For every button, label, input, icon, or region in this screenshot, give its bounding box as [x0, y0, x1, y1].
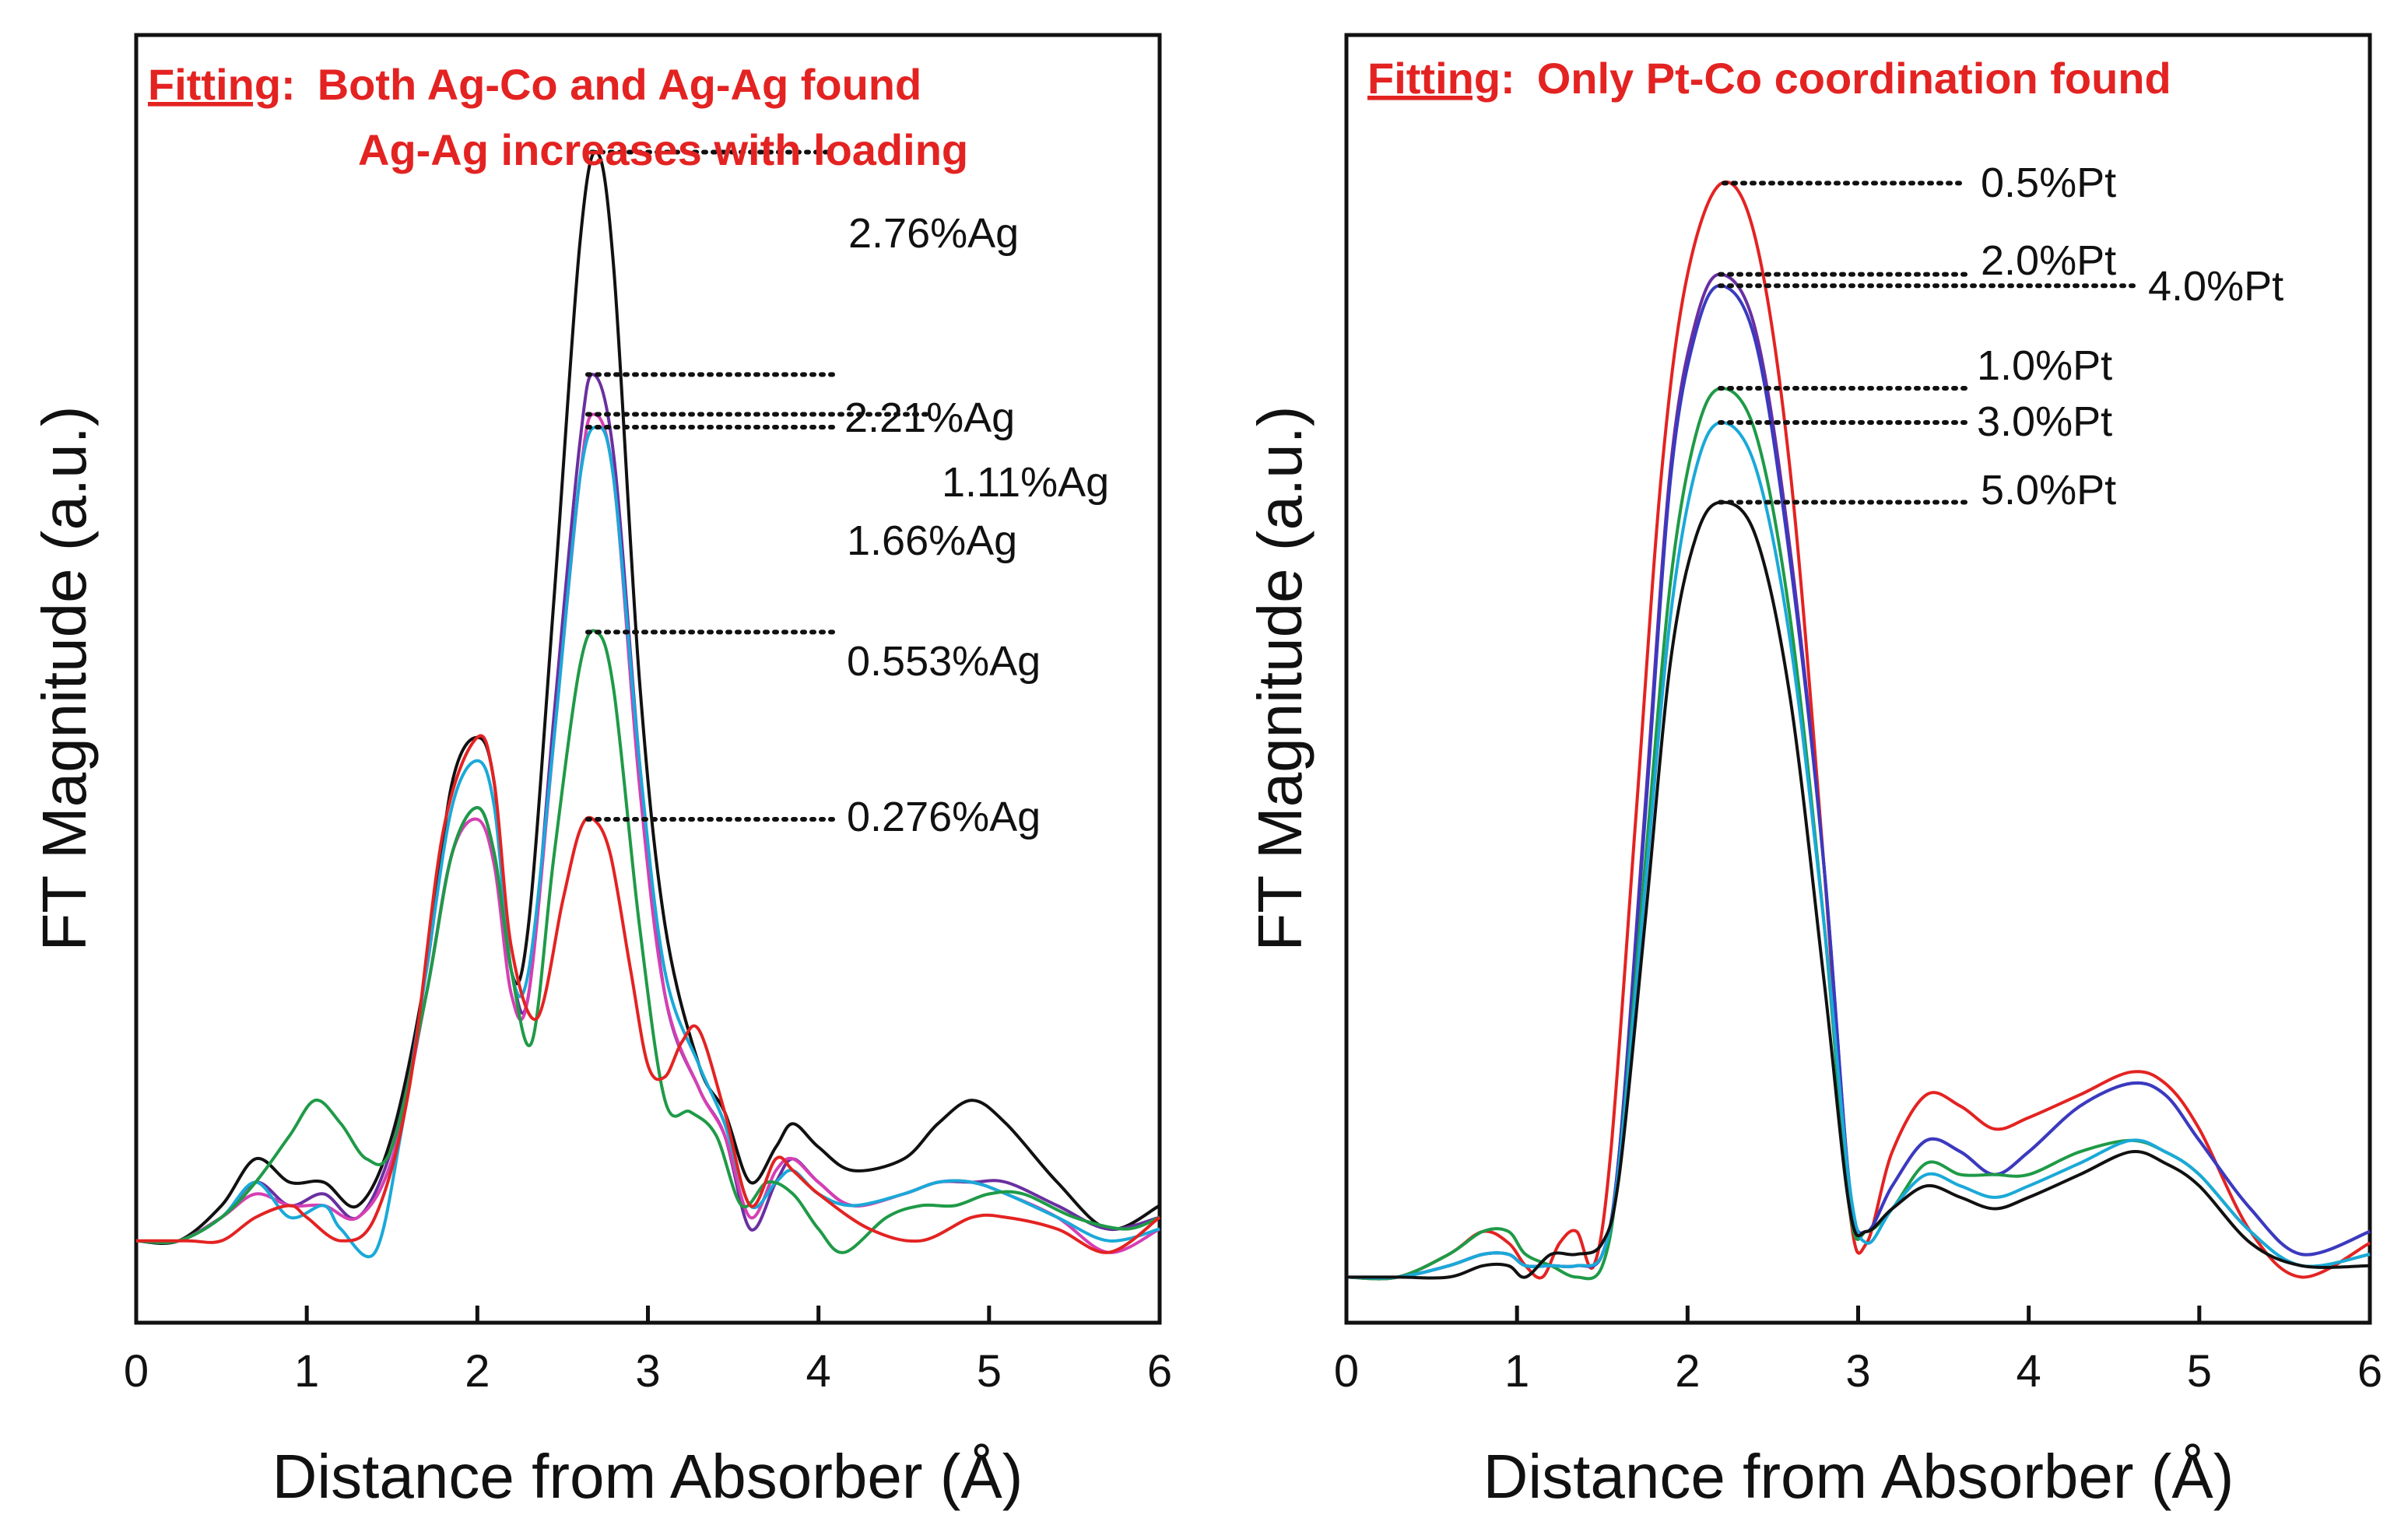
x-ticks: 0 1 2 3 4 5 6 — [124, 1306, 1172, 1397]
series-curves — [1346, 181, 2371, 1281]
x-tick-label-5: 5 — [977, 1346, 1002, 1397]
x-tick-label-1: 1 — [294, 1346, 319, 1397]
series-line-3.0%Pt — [1346, 421, 2371, 1280]
series-label-2.76%Ag: 2.76%Ag — [848, 210, 1019, 257]
x-tick-label-0: 0 — [1334, 1346, 1359, 1397]
series-line-0.553%Ag — [135, 629, 1160, 1254]
x-axis-label: Distance from Absorber (Å) — [1483, 1442, 2234, 1511]
x-axis-label: Distance from Absorber (Å) — [272, 1442, 1023, 1511]
series-leaders: 2.76%Ag 2.21%Ag 1.11%Ag 1.66%Ag 0.553%Ag 0.27… — [585, 149, 1109, 840]
x-tick-label-3: 3 — [1845, 1346, 1870, 1397]
series-label-1.0%Pt: 1.0%Pt — [1977, 342, 2112, 389]
x-tick-label-2: 2 — [465, 1346, 490, 1397]
series-line-5.0%Pt — [1346, 500, 2371, 1280]
series-label-4.0%Pt: 4.0%Pt — [2148, 263, 2283, 310]
series-label-0.5%Pt: 0.5%Pt — [1981, 160, 2116, 206]
fitting-annotation: Fitting: Only Pt-Co coordination found — [1367, 54, 2171, 103]
x-tick-label-1: 1 — [1504, 1346, 1529, 1397]
x-tick-label-3: 3 — [635, 1346, 660, 1397]
x-tick-label-4: 4 — [806, 1346, 831, 1397]
series-label-2.0%Pt: 2.0%Pt — [1981, 237, 2116, 284]
series-leaders: 0.5%Pt 2.0%Pt 4.0%Pt 1.0%Pt 3.0%Pt 5.0%Pt — [1718, 160, 2283, 514]
series-label-2.21%Ag: 2.21%Ag — [844, 394, 1015, 441]
x-ticks: 0 1 2 3 4 5 6 — [1334, 1306, 2382, 1397]
x-tick-label-2: 2 — [1675, 1346, 1700, 1397]
x-tick-label-4: 4 — [2017, 1346, 2041, 1397]
x-tick-label-6: 6 — [2357, 1346, 2382, 1397]
series-line-0.276%Ag — [135, 734, 1161, 1254]
panel-platinum: 0 1 2 3 4 5 6 0.5%Pt 2.0%Pt 4.0%Pt 1.0%Pt 3.0%Pt 5.… — [1245, 33, 2382, 1511]
fitting-line1: Only Pt-Co coordination found — [1537, 54, 2171, 103]
series-label-0.276%Ag: 0.276%Ag — [847, 794, 1041, 840]
fitting-colon: : — [1501, 54, 1515, 103]
series-label-5.0%Pt: 5.0%Pt — [1981, 467, 2116, 514]
x-tick-label-6: 6 — [1147, 1346, 1172, 1397]
y-axis-label: FT Magnitude (a.u.) — [30, 405, 99, 951]
series-line-4.0%Pt — [1346, 284, 2371, 1280]
fitting-line1: Both Ag-Co and Ag-Ag found — [318, 60, 922, 109]
series-label-1.66%Ag: 1.66%Ag — [847, 517, 1017, 564]
fitting-annotation: Fitting: Both Ag-Co and Ag-Ag found — [148, 60, 921, 109]
y-axis-label: FT Magnitude (a.u.) — [1245, 405, 1315, 951]
series-label-3.0%Pt: 3.0%Pt — [1977, 398, 2112, 445]
series-line-2.0%Pt — [1346, 272, 2371, 1280]
series-line-1.66%Ag — [135, 425, 1160, 1259]
series-curves — [135, 149, 1161, 1259]
plot-frame — [1344, 33, 2372, 1325]
x-tick-label-0: 0 — [124, 1346, 149, 1397]
panel-silver: 0 1 2 3 4 5 6 2.76%Ag 2.21%Ag 1.11%Ag 1.66%Ag 0.55… — [30, 33, 1172, 1511]
fitting-word: Fitting — [1367, 54, 1501, 103]
series-line-2.76%Ag — [135, 149, 1160, 1245]
x-tick-label-5: 5 — [2187, 1346, 2212, 1397]
series-label-0.553%Ag: 0.553%Ag — [847, 638, 1041, 685]
series-line-0.5%Pt — [1346, 181, 2371, 1281]
series-line-1.0%Pt — [1346, 387, 2371, 1281]
fitting-colon: : — [281, 60, 296, 109]
fitting-line2: Ag-Ag increases with loading — [358, 125, 968, 174]
series-label-1.11%Ag: 1.11%Ag — [942, 459, 1109, 506]
fitting-word: Fitting — [148, 60, 281, 109]
